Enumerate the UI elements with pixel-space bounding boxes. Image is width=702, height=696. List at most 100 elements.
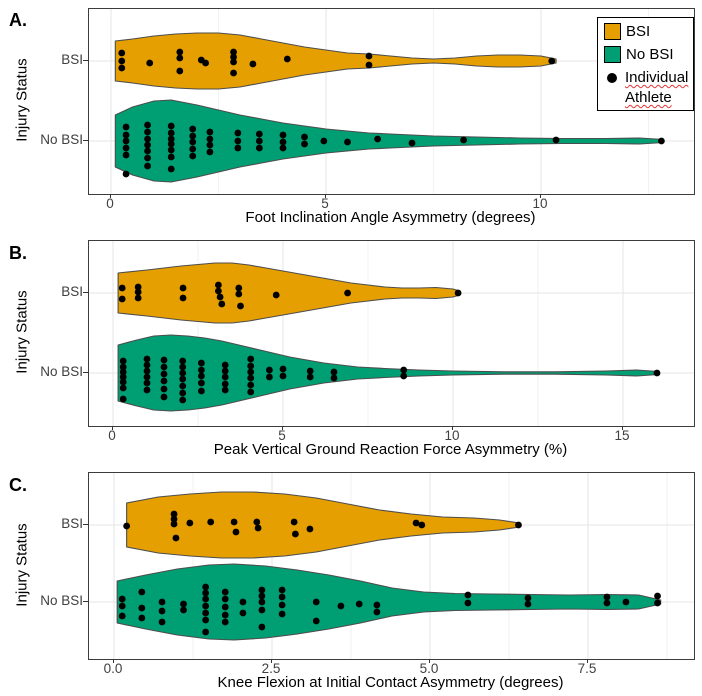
x-tick-label: 10: [444, 428, 460, 443]
athlete-point: [167, 165, 175, 173]
athlete-point: [279, 144, 287, 152]
athlete-point: [167, 140, 175, 148]
athlete-point: [234, 137, 242, 145]
athlete-point: [312, 598, 320, 606]
athlete-point: [237, 302, 244, 310]
athlete-point: [179, 357, 187, 365]
athlete-point: [143, 379, 151, 387]
athlete-point: [134, 294, 142, 302]
athlete-point: [291, 530, 299, 538]
athlete-point: [279, 131, 287, 139]
athlete-point: [179, 363, 187, 371]
athlete-point: [524, 600, 532, 608]
athlete-point: [306, 367, 314, 375]
athlete-point: [232, 528, 240, 536]
x-tick-mark: [622, 426, 623, 430]
athlete-point: [258, 598, 266, 606]
panel-letter-b: B.: [9, 243, 27, 263]
athlete-point: [202, 595, 210, 603]
y-tick-mark: [83, 60, 88, 61]
athlete-point: [234, 144, 242, 152]
athlete-point: [143, 386, 151, 394]
x-tick-mark: [112, 426, 113, 430]
athlete-point: [179, 396, 187, 404]
athlete-point: [355, 600, 363, 608]
athlete-point: [221, 361, 229, 369]
athlete-point: [216, 293, 224, 301]
athlete-point: [330, 374, 338, 382]
x-tick-label: 5: [321, 196, 329, 211]
athlete-point: [255, 130, 263, 138]
athlete-point: [176, 54, 184, 62]
athlete-point: [186, 519, 194, 527]
athlete-point: [202, 616, 210, 624]
athlete-point: [235, 284, 243, 292]
athlete-point: [230, 53, 237, 61]
athlete-point: [198, 379, 205, 387]
athlete-point: [320, 137, 328, 145]
athlete-point: [221, 618, 229, 626]
athlete-point: [235, 290, 243, 298]
x-tick-mark: [587, 659, 588, 663]
athlete-point: [158, 618, 166, 626]
x-tick-label: 0.0: [103, 661, 123, 676]
athlete-point: [138, 604, 146, 612]
athlete-point: [180, 606, 187, 614]
legend-label-no-bsi: No BSI: [626, 46, 674, 63]
violin-bsi: [126, 491, 521, 559]
athlete-point: [144, 154, 151, 162]
athlete-point: [180, 600, 187, 608]
athlete-point: [454, 289, 462, 297]
x-tick-label: 0: [108, 428, 116, 443]
legend-label-individual-athlete: Individual Athlete: [625, 69, 689, 106]
x-tick-mark: [429, 659, 430, 663]
athlete-point: [283, 55, 291, 63]
athlete-point: [118, 57, 126, 65]
violin-bsi: [114, 32, 557, 90]
athlete-point: [143, 373, 151, 381]
athlete-point: [249, 60, 257, 68]
legend: BSI No BSI Individual Athlete: [597, 17, 694, 111]
athlete-point: [247, 388, 255, 396]
athlete-point: [167, 135, 175, 143]
athlete-point: [170, 510, 178, 518]
x-tick-mark: [452, 426, 453, 430]
athlete-point: [118, 295, 126, 303]
athlete-point: [189, 125, 197, 133]
bsi-swatch-icon: [604, 23, 621, 40]
athlete-point: [278, 601, 286, 609]
athlete-point: [290, 518, 298, 526]
athlete-point: [239, 598, 247, 606]
athlete-point: [301, 133, 308, 141]
athlete-point: [144, 147, 151, 155]
athlete-point: [230, 48, 237, 56]
athlete-point: [122, 123, 130, 131]
athlete-point: [272, 291, 280, 299]
athlete-point: [230, 518, 238, 526]
y-tick-label-b-bsi: BSI: [61, 284, 83, 299]
y-axis-title-a: Injury Status: [13, 58, 31, 142]
athlete-point: [408, 139, 416, 147]
athlete-point: [515, 521, 522, 529]
athlete-point: [123, 522, 131, 530]
athlete-point: [134, 288, 142, 296]
plot-area-b: [88, 240, 695, 427]
athlete-point: [230, 69, 237, 77]
athlete-point: [552, 136, 560, 144]
y-axis-title-b: Injury Status: [13, 290, 31, 374]
athlete-point: [373, 608, 381, 616]
athlete-point: [374, 135, 381, 143]
athlete-point: [464, 591, 472, 599]
athlete-point: [337, 602, 345, 610]
y-tick-mark: [83, 292, 88, 293]
athlete-point: [654, 599, 661, 607]
athlete-point: [330, 368, 338, 376]
athlete-point: [144, 128, 151, 136]
athlete-point: [160, 393, 168, 401]
legend-item-individual-athlete: Individual Athlete: [604, 68, 693, 108]
legend-item-no-bsi: No BSI: [604, 45, 693, 65]
no-bsi-swatch-icon: [604, 46, 621, 63]
athlete-point: [119, 395, 127, 403]
athlete-point: [118, 49, 126, 57]
athlete-point: [258, 586, 266, 594]
